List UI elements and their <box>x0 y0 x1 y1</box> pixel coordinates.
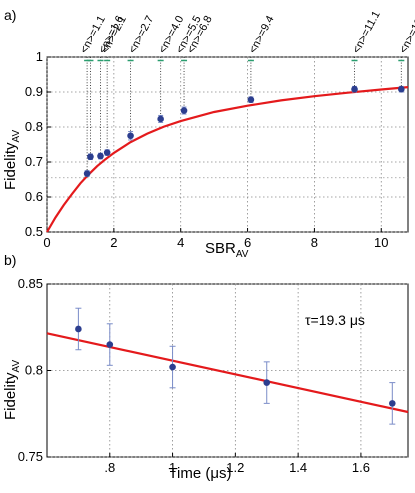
data-point <box>103 149 111 156</box>
data-point <box>75 325 82 333</box>
data-point <box>97 152 104 160</box>
x-tick-label: 1.6 <box>352 460 370 475</box>
data-point <box>351 85 358 93</box>
n-label: <n>=9.4 <box>247 14 277 56</box>
n-label: <n>=2.7 <box>127 14 157 56</box>
y-tick-label: 0.8 <box>25 363 43 378</box>
x-tick-label: .8 <box>104 460 115 475</box>
x-tick-label: 6 <box>244 235 251 250</box>
y-tick-label: 0.85 <box>18 276 43 291</box>
y-tick-label: 0.8 <box>25 119 43 134</box>
y-tick-label: 0.5 <box>25 224 43 239</box>
n-label: <n>=11.1 <box>351 9 383 55</box>
data-point <box>169 363 176 371</box>
data-point <box>398 85 405 93</box>
data-point <box>263 379 271 386</box>
x-tick-label: 2 <box>110 235 117 250</box>
panel-a-plot: 0 2 4 6 8 10 0.5 0.6 0.7 0.8 0.9 1 <box>25 49 409 250</box>
data-point <box>83 170 91 177</box>
panel-b-xlabel: Time (μs) <box>168 465 231 482</box>
y-tick-label: 0.6 <box>25 189 43 204</box>
panel-a-label: a) <box>4 7 16 23</box>
data-point <box>247 96 255 103</box>
y-tick-label: 1 <box>36 49 43 64</box>
panel-b-plot: .8 1 1.2 1.4 1.6 0.75 0.8 0.85 <box>18 276 409 475</box>
x-tick-label: 4 <box>177 235 184 250</box>
data-point <box>87 153 94 161</box>
data-point <box>157 115 164 123</box>
panel-a-xlabel: SBRAV <box>205 240 249 260</box>
panel-a-frame <box>46 56 409 233</box>
y-tick-label: 0.7 <box>25 154 43 169</box>
x-tick-label: 1.2 <box>226 460 244 475</box>
fit-line <box>46 332 409 414</box>
x-tick-label: 10 <box>374 235 388 250</box>
y-tick-label: 0.9 <box>25 84 43 99</box>
x-tick-label: 8 <box>311 235 318 250</box>
data-point <box>106 341 114 348</box>
n-label: <n>=13.6 <box>397 8 415 55</box>
x-tick-label: 0 <box>43 235 50 250</box>
fit-curve <box>46 86 409 233</box>
y-tick-label: 0.75 <box>18 449 43 464</box>
panel-b-ylabel: FidelityAV <box>2 360 22 420</box>
data-point <box>389 400 396 407</box>
panel-b-label: b) <box>4 252 16 268</box>
data-point <box>127 132 134 140</box>
x-tick-label: 1 <box>169 460 176 475</box>
tau-annotation: τ=19.3 μs <box>305 312 365 328</box>
x-tick-label: 1.4 <box>289 460 307 475</box>
panel-a-ylabel: FidelityAV <box>2 130 22 190</box>
data-point <box>180 107 188 114</box>
